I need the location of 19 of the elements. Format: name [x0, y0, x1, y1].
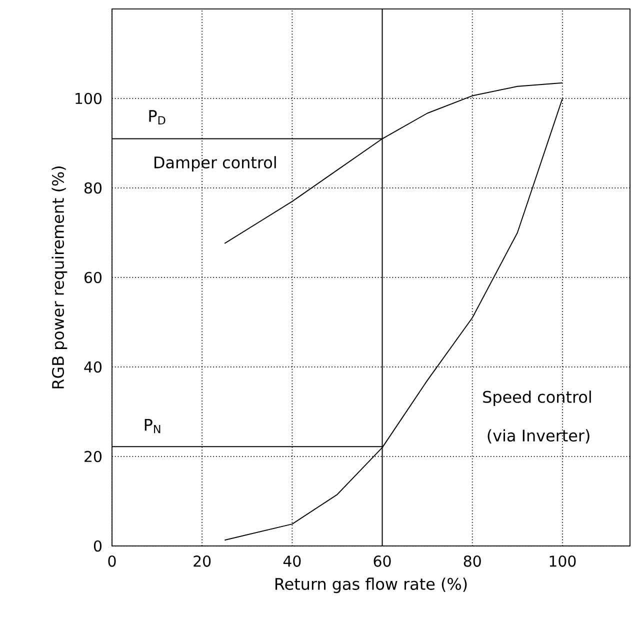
- x-tick-label: 80: [464, 556, 481, 567]
- x-tick-label: 40: [283, 556, 301, 567]
- x-axis-title: Return gas flow rate (%): [275, 578, 467, 594]
- y-tick-label: 0: [94, 540, 102, 552]
- x-tick-label: 20: [194, 556, 211, 567]
- annotation: Speed control: [483, 390, 591, 406]
- y-tick-label: 60: [84, 272, 102, 284]
- x-tick-label: 60: [374, 556, 391, 567]
- annotation: P$_{N}$: [144, 418, 160, 434]
- y-tick-label: 100: [76, 92, 102, 104]
- annotation: P$_{D}$: [149, 110, 166, 124]
- y-tick-label: 40: [84, 361, 102, 373]
- x-tick-label: 0: [108, 556, 116, 567]
- y-axis-title: RGB power requirement (%): [52, 166, 68, 388]
- annotation: Damper control: [154, 156, 276, 172]
- annotation: (via Inverter): [488, 429, 590, 444]
- y-tick-label: 80: [84, 182, 102, 194]
- y-tick-label: 20: [84, 450, 102, 462]
- x-tick-label: 100: [550, 556, 576, 567]
